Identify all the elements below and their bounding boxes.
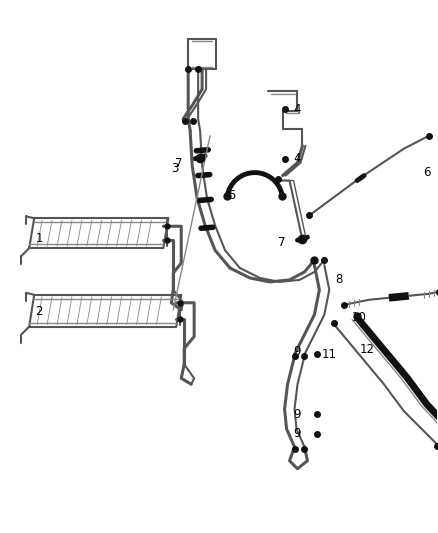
Text: 10: 10 bbox=[352, 311, 367, 324]
Text: 8: 8 bbox=[336, 273, 343, 286]
Text: 9: 9 bbox=[294, 345, 301, 358]
Text: 1: 1 bbox=[35, 232, 43, 245]
Text: 2: 2 bbox=[35, 305, 43, 318]
Text: 3: 3 bbox=[172, 162, 179, 175]
Text: 6: 6 bbox=[423, 166, 431, 179]
Text: 7: 7 bbox=[174, 157, 182, 170]
Text: 4: 4 bbox=[294, 152, 301, 165]
Text: 5: 5 bbox=[228, 189, 236, 202]
Text: 7: 7 bbox=[278, 236, 285, 249]
Text: 4: 4 bbox=[294, 102, 301, 116]
Text: 9: 9 bbox=[294, 427, 301, 440]
Text: 12: 12 bbox=[360, 343, 374, 356]
Text: 9: 9 bbox=[294, 408, 301, 421]
Text: 11: 11 bbox=[322, 348, 337, 361]
